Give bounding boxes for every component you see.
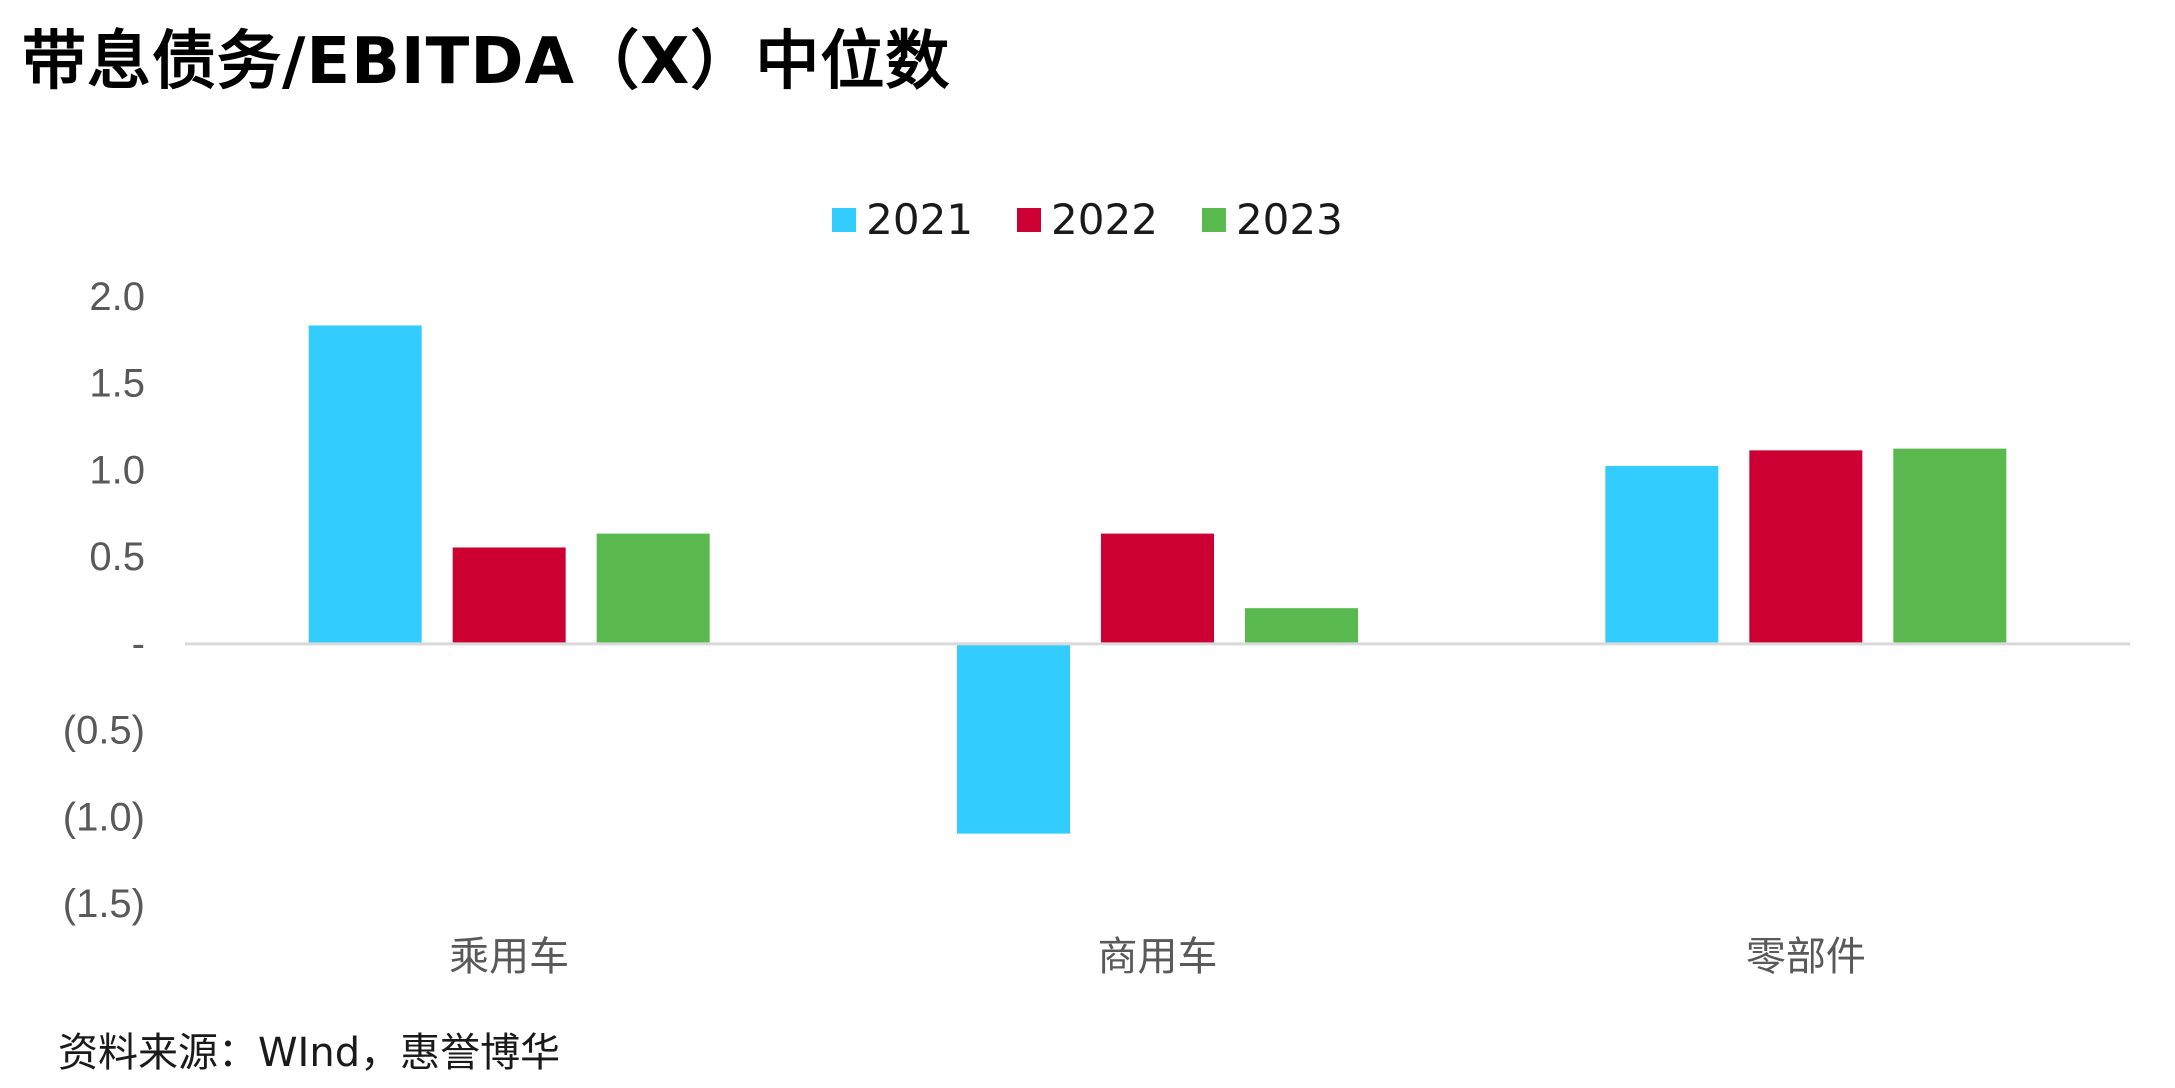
y-tick-label: (1.5): [63, 882, 145, 926]
legend-item-2022: 2022: [1017, 190, 1158, 250]
bar-2021-0: [308, 325, 422, 643]
category-label: 乘用车: [449, 934, 569, 980]
bar-2022-2: [1749, 450, 1863, 643]
category-label: 零部件: [1746, 934, 1866, 980]
y-tick-label: -: [132, 622, 145, 666]
chart-legend: 2021 2022 2023: [0, 190, 2175, 250]
y-tick-label: (1.0): [63, 795, 145, 839]
y-tick-label: 1.5: [89, 362, 145, 406]
bar-chart: 2.0 1.5 1.0 0.5 - (0.5) (1.0) (1.5) 乘用车 商用车 零部件: [63, 275, 2130, 980]
y-tick-label: (0.5): [63, 709, 145, 753]
legend-swatch: [832, 208, 857, 232]
bar-2023-1: [1245, 608, 1358, 643]
bar-2023-2: [1893, 448, 2007, 643]
bar-2021-2: [1605, 465, 1719, 643]
category-label: 商用车: [1098, 934, 1218, 980]
source-note: 资料来源：WInd，惠誉博华: [58, 1030, 561, 1076]
legend-item-2021: 2021: [832, 190, 973, 250]
chart-title: 带息债务/EBITDA（X）中位数: [22, 25, 951, 99]
legend-label: 2021: [866, 195, 974, 244]
legend-item-2023: 2023: [1201, 190, 1343, 250]
legend-swatch: [1017, 208, 1042, 232]
y-tick-label: 1.0: [89, 448, 145, 492]
legend-swatch: [1201, 208, 1226, 232]
bar-2021-1: [957, 642, 1070, 834]
y-tick-label: 0.5: [89, 535, 145, 579]
legend-label: 2022: [1051, 195, 1158, 244]
legend-label: 2023: [1235, 195, 1343, 244]
bar-2022-0: [452, 547, 566, 643]
bar-2023-0: [596, 533, 710, 643]
bar-2022-1: [1101, 533, 1214, 643]
y-tick-label: 2.0: [89, 275, 145, 319]
